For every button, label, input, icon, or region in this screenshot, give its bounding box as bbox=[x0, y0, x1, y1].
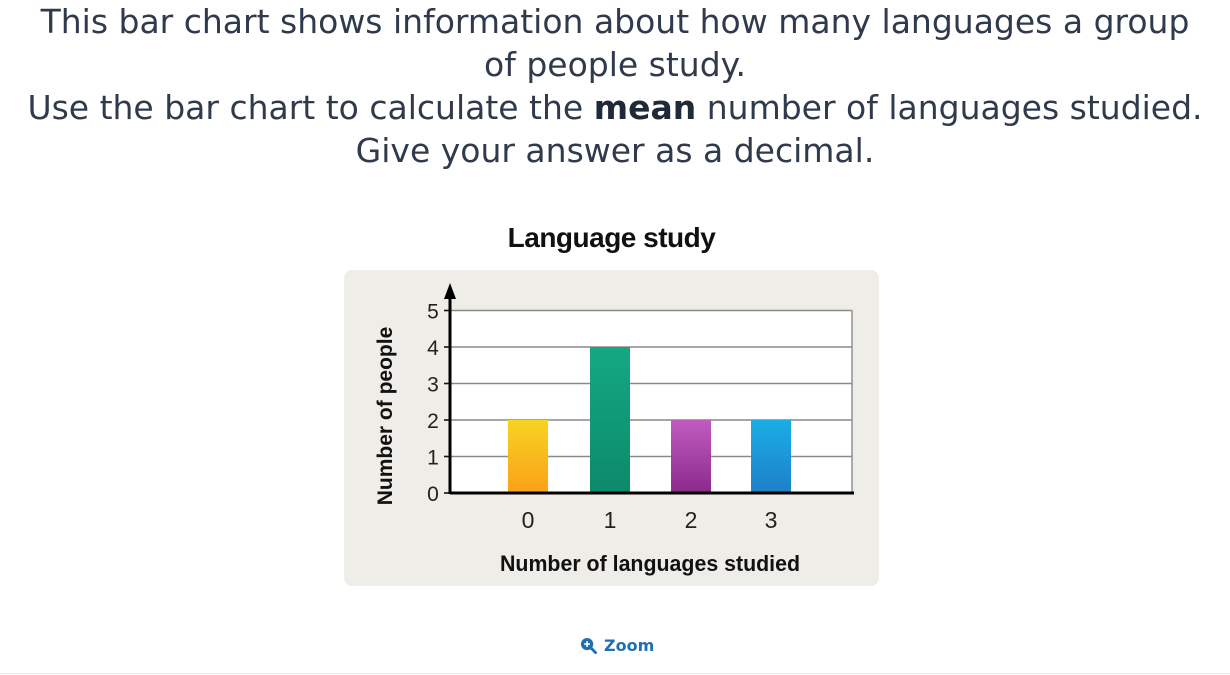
question-line-1: This bar chart shows information about h… bbox=[40, 2, 1190, 41]
zoom-button[interactable]: Zoom bbox=[580, 634, 654, 656]
bars bbox=[508, 347, 791, 493]
x-tick-label-2: 2 bbox=[685, 507, 698, 533]
x-axis-label: Number of languages studied bbox=[500, 551, 800, 576]
bar-2 bbox=[671, 420, 711, 493]
x-tick-label-3: 3 bbox=[765, 507, 778, 533]
chart-title: Language study bbox=[507, 222, 716, 253]
bar-1 bbox=[590, 347, 630, 493]
question-line-3-end: number of languages studied. bbox=[696, 88, 1203, 127]
y-tick-label-4: 4 bbox=[427, 337, 439, 360]
y-tick-label-5: 5 bbox=[427, 301, 439, 324]
question-line-2: of people study. bbox=[484, 45, 746, 84]
question-keyword-mean: mean bbox=[593, 88, 697, 127]
question-line-3-start: Use the bar chart to calculate the bbox=[27, 88, 594, 127]
chart-card: 0 1 2 3 4 5 0 1 2 3 Number of people Number of la… bbox=[344, 270, 879, 586]
axes bbox=[444, 283, 854, 495]
zoom-label: Zoom bbox=[604, 635, 655, 655]
tick-labels: 0 1 2 3 4 5 0 1 2 3 bbox=[427, 301, 777, 534]
zoom-in-icon bbox=[580, 637, 597, 654]
x-tick-label-0: 0 bbox=[522, 507, 535, 533]
y-tick-label-0: 0 bbox=[427, 483, 439, 506]
bar-3 bbox=[751, 420, 791, 493]
divider bbox=[0, 673, 1230, 674]
y-tick-label-3: 3 bbox=[427, 374, 439, 397]
y-axis-arrow bbox=[444, 283, 456, 299]
question-text: This bar chart shows information about h… bbox=[0, 0, 1230, 172]
y-axis-label: Number of people bbox=[374, 327, 397, 506]
y-tick-label-1: 1 bbox=[427, 447, 439, 470]
bar-0 bbox=[508, 420, 548, 493]
x-tick-label-1: 1 bbox=[604, 507, 617, 533]
bar-chart: 0 1 2 3 4 5 0 1 2 3 Number of people Number of la… bbox=[374, 283, 854, 576]
y-tick-label-2: 2 bbox=[427, 410, 439, 433]
question-line-4: Give your answer as a decimal. bbox=[355, 131, 875, 170]
